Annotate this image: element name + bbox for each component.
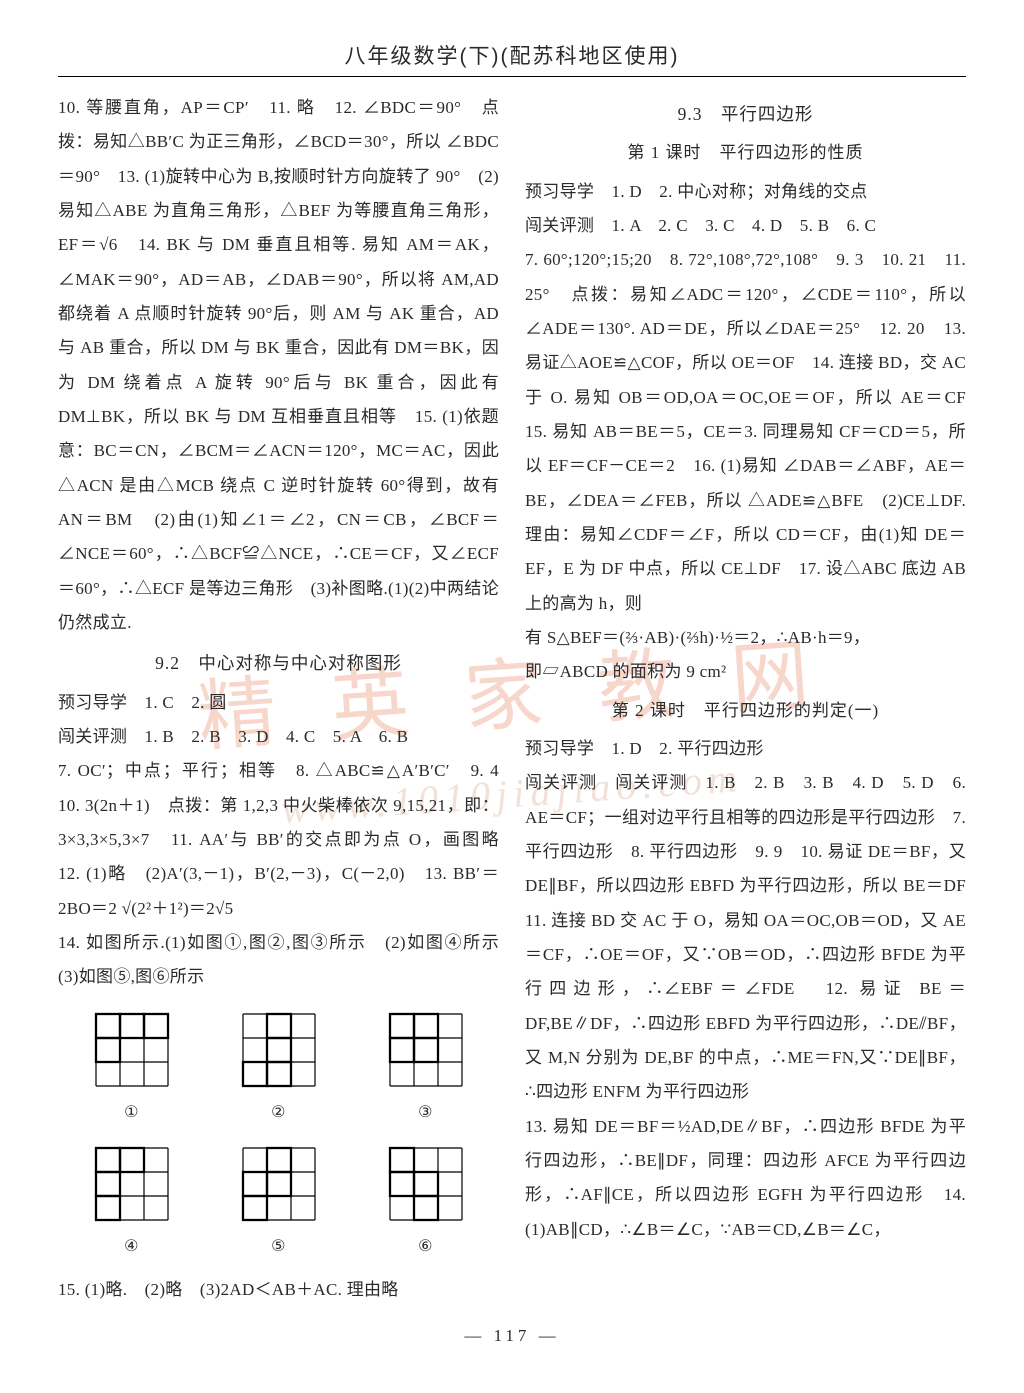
cap-row-1: ① ② ③ [58,1097,499,1129]
preview-label: 预习导学 [525,739,594,758]
preview-label: 预习导学 [525,182,594,201]
fig-row-2 [58,1139,499,1229]
page-footer: — 117 — [58,1326,966,1346]
l2-test: 闯关评测 闯关评测 1. B 2. B 3. B 4. D 5. D 6. AE… [525,766,966,1109]
content-columns: 10. 等腰直角，AP＝CP′ 11. 略 12. ∠BDC＝90° 点拨：易知… [58,91,966,1308]
test-label: 闯关评测 [525,773,597,792]
l1-pre-body: 1. D 2. 中心对称；对角线的交点 [612,182,868,201]
preview-label: 预习导学 [58,693,127,712]
sec92-test-body: 1. B 2. B 3. D 4. C 5. A 6. B [145,727,409,746]
cap3: ③ [418,1097,433,1129]
l2-test-body: 闯关评测 1. B 2. B 3. B 4. D 5. D 6. AE＝CF；一… [525,773,983,1101]
l2-p2: 13. 易知 DE＝BF＝½AD,DE∥BF，∴四边形 BFDE 为平行四边形，… [525,1110,966,1247]
cap5: ⑤ [271,1231,286,1263]
cap4: ④ [124,1231,139,1263]
sec92-preview: 预习导学 1. C 2. 圆 [58,686,499,720]
test-label: 闯关评测 [525,216,594,235]
fig-1 [87,1005,177,1095]
section-9-2-title: 9.2 中心对称与中心对称图形 [58,646,499,681]
lesson-1-title: 第 1 课时 平行四边形的性质 [525,136,966,170]
section-9-3-title: 9.3 平行四边形 [525,97,966,132]
l1-p2: 即▱ABCD 的面积为 9 cm² [525,655,966,689]
fig-3 [381,1005,471,1095]
cap1: ① [124,1097,139,1129]
test-label: 闯关评测 [58,727,127,746]
fig-6 [381,1139,471,1229]
l1-p: 7. 60°;120°;15;20 8. 72°,108°,72°,108° 9… [525,243,966,621]
l1-eq: 有 S△BEF＝(⅔·AB)·(⅔h)·½＝2，∴AB·h＝9， [525,621,966,655]
right-column: 9.3 平行四边形 第 1 课时 平行四边形的性质 预习导学 1. D 2. 中… [525,91,966,1308]
l2-pre: 预习导学 1. D 2. 平行四边形 [525,732,966,766]
sec92-pre-body: 1. C 2. 圆 [145,693,227,712]
cap-row-2: ④ ⑤ ⑥ [58,1231,499,1263]
sec92-p2: 7. OC′；中点；平行；相等 8. △ABC≌△A′B′C′ 9. 4 10.… [58,754,499,926]
l2-pre-body: 1. D 2. 平行四边形 [612,739,764,758]
l1-test: 闯关评测 1. A 2. C 3. C 4. D 5. B 6. C [525,209,966,243]
figures: ① ② ③ ④ ⑤ ⑥ [58,1005,499,1264]
left-p1: 10. 等腰直角，AP＝CP′ 11. 略 12. ∠BDC＝90° 点拨：易知… [58,91,499,640]
sec92-p4: 15. (1)略. (2)略 (3)2AD＜AB＋AC. 理由略 [58,1273,499,1307]
l1-test-body: 1. A 2. C 3. C 4. D 5. B 6. C [612,216,877,235]
divider [58,76,966,77]
l1-pre: 预习导学 1. D 2. 中心对称；对角线的交点 [525,175,966,209]
left-column: 10. 等腰直角，AP＝CP′ 11. 略 12. ∠BDC＝90° 点拨：易知… [58,91,499,1308]
page-title: 八年级数学(下)(配苏科地区使用) [58,40,966,70]
fig-2 [234,1005,324,1095]
cap2: ② [271,1097,286,1129]
sec92-test: 闯关评测 1. B 2. B 3. D 4. C 5. A 6. B [58,720,499,754]
lesson-2-title: 第 2 课时 平行四边形的判定(一) [525,694,966,728]
fig-row-1 [58,1005,499,1095]
sec92-p3: 14. 如图所示.(1)如图①,图②,图③所示 (2)如图④所示 (3)如图⑤,… [58,926,499,995]
cap6: ⑥ [418,1231,433,1263]
fig-4 [87,1139,177,1229]
fig-5 [234,1139,324,1229]
